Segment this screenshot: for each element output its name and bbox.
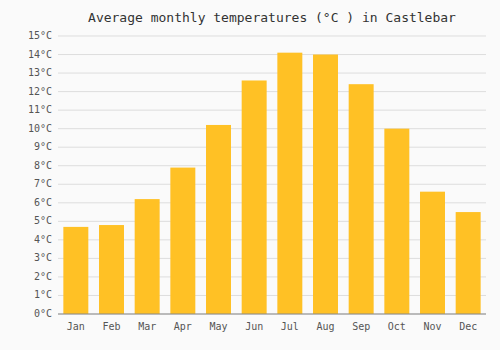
x-tick-label: May (209, 321, 227, 332)
y-tick-label: 15°C (28, 30, 52, 41)
y-tick-label: 10°C (28, 123, 52, 134)
bar (349, 84, 374, 314)
x-axis-line (58, 314, 486, 315)
grid-line (58, 314, 486, 315)
x-axis: Jan Feb Mar Apr May Jun Jul Aug Sep Oct Nov Dec (67, 321, 477, 332)
page: {"chart_data": {"type": "bar", "title": … (0, 0, 500, 350)
x-tick-label: Oct (388, 321, 406, 332)
y-tick-label: 12°C (28, 86, 52, 97)
bars (63, 53, 480, 314)
title: Average monthly temperatures (°C ) in Ca… (88, 10, 456, 25)
y-tick-label: 8°C (34, 160, 52, 171)
bar (420, 192, 445, 314)
x-tick-label: Mar (138, 321, 156, 332)
y-tick-label: 13°C (28, 67, 52, 78)
y-tick-label: 6°C (34, 197, 52, 208)
grid-line (58, 110, 486, 111)
bar (242, 80, 267, 314)
x-tick-label: Aug (316, 321, 334, 332)
bar (384, 129, 409, 314)
x-tick-label: Dec (459, 321, 477, 332)
y-tick-label: 14°C (28, 49, 52, 60)
y-tick-label: 3°C (34, 252, 52, 263)
y-tick-label: 9°C (34, 141, 52, 152)
grid-line (58, 36, 486, 37)
x-tick-label: Nov (423, 321, 441, 332)
y-tick-label: 0°C (34, 308, 52, 319)
y-tick-label: 2°C (34, 271, 52, 282)
y-tick-label: 5°C (34, 215, 52, 226)
grid-line (58, 91, 486, 92)
y-tick-label: 7°C (34, 178, 52, 189)
grid-line (58, 184, 486, 185)
bar (277, 53, 302, 314)
grid-line (58, 54, 486, 55)
bar (170, 168, 195, 314)
grid-line (58, 73, 486, 74)
y-tick-label: 1°C (34, 289, 52, 300)
y-tick-label: 4°C (34, 234, 52, 245)
x-tick-label: Jan (67, 321, 85, 332)
y-tick-label: 11°C (28, 104, 52, 115)
bar (99, 225, 124, 314)
x-tick-label: Sep (352, 321, 370, 332)
x-tick-label: Jun (245, 321, 263, 332)
grid-line (58, 165, 486, 166)
x-tick-label: Apr (174, 321, 192, 332)
grid-line (58, 128, 486, 129)
grid-line (58, 147, 486, 148)
bar (456, 212, 481, 314)
y-axis: 0°C 1°C 2°C 3°C 4°C 5°C 6°C 7°C 8°C 9°C 10°C 11°C 12… (28, 30, 486, 319)
bar (135, 199, 160, 314)
background (0, 0, 500, 350)
bar (313, 55, 338, 314)
x-tick-label: Jul (281, 321, 299, 332)
chart: 0°C 1°C 2°C 3°C 4°C 5°C 6°C 7°C 8°C 9°C 10°C 11°C 12… (0, 0, 500, 350)
x-tick-label: Feb (102, 321, 120, 332)
bar (63, 227, 88, 314)
bar (206, 125, 231, 314)
